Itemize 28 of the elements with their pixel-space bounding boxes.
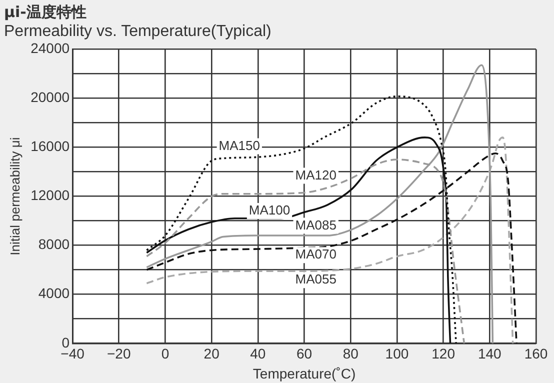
series-label: MA070 — [295, 246, 336, 262]
x-tick-label: −20 — [107, 346, 131, 362]
series-label: MA150 — [218, 138, 260, 153]
x-tick-label: 120 — [432, 346, 456, 362]
x-tick-label: 60 — [296, 346, 312, 362]
x-tick-label: 140 — [478, 346, 502, 362]
y-tick-label: 20000 — [30, 89, 70, 106]
series-label: MA055 — [295, 272, 336, 287]
x-tick-label: 100 — [385, 346, 409, 362]
series-label: MA100 — [248, 202, 290, 218]
x-tick-label: 80 — [342, 346, 359, 362]
chart-subtitle: Permeability vs. Temperature(Typical) — [4, 23, 272, 40]
x-tick-label: 40 — [250, 346, 266, 362]
y-tick-label: 16000 — [30, 138, 70, 154]
line-series — [146, 64, 494, 344]
series-label: MA085 — [295, 217, 336, 232]
y-tick-label: 8000 — [38, 236, 70, 252]
x-axis-title: Temperature(˚C) — [252, 365, 356, 382]
y-tick-label: 0 — [62, 334, 70, 350]
y-tick-label: 24000 — [30, 40, 70, 56]
y-tick-label: 12000 — [30, 187, 70, 204]
y-tick-label: 4000 — [38, 285, 70, 302]
series-label: MA120 — [295, 167, 336, 182]
x-tick-label: 20 — [204, 346, 220, 362]
y-axis-title: Initial permeability μi — [7, 137, 22, 256]
x-tick-label: 160 — [524, 346, 548, 362]
x-tick-label: 0 — [161, 346, 170, 362]
chart-title: μi-温度特性 — [4, 2, 86, 21]
